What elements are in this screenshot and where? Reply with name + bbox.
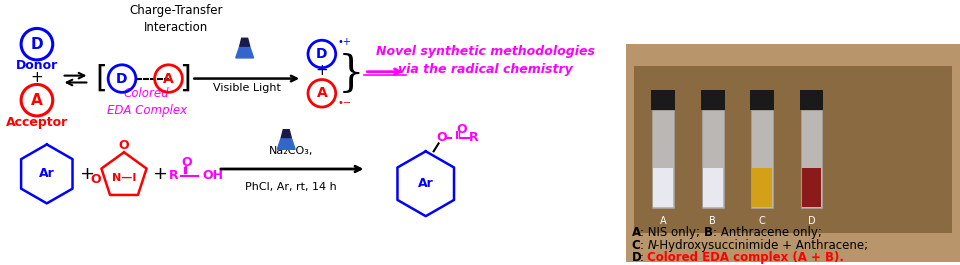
- Text: C: C: [632, 239, 640, 252]
- Text: -Hydroxysuccinimide + Anthracene;: -Hydroxysuccinimide + Anthracene;: [656, 239, 869, 252]
- Bar: [652, 110, 674, 208]
- Text: O: O: [436, 131, 446, 144]
- Text: Visible Light: Visible Light: [213, 83, 280, 93]
- Text: [: [: [95, 64, 108, 93]
- Text: O: O: [119, 139, 130, 152]
- Text: •−: •−: [338, 98, 351, 108]
- Text: A: A: [163, 72, 174, 86]
- Text: •+: •+: [338, 37, 351, 47]
- Polygon shape: [240, 38, 250, 46]
- Text: N: N: [647, 239, 656, 252]
- Polygon shape: [236, 46, 253, 58]
- Bar: [703, 168, 723, 207]
- Text: A: A: [31, 93, 43, 108]
- Bar: [751, 90, 774, 110]
- Text: R: R: [169, 169, 179, 182]
- Text: O: O: [456, 123, 467, 136]
- Text: R: R: [468, 131, 478, 144]
- Bar: [802, 168, 822, 207]
- Polygon shape: [281, 130, 291, 138]
- Text: Charge-Transfer
Interaction: Charge-Transfer Interaction: [130, 4, 223, 34]
- Bar: [626, 44, 960, 262]
- Bar: [651, 90, 675, 110]
- Polygon shape: [277, 138, 295, 149]
- Text: B: B: [704, 226, 712, 239]
- Text: O: O: [90, 173, 101, 186]
- Text: Acceptor: Acceptor: [6, 116, 68, 129]
- Text: Ar: Ar: [39, 167, 55, 180]
- Text: D: D: [632, 251, 641, 264]
- Bar: [654, 168, 673, 207]
- Text: +: +: [316, 63, 328, 78]
- Text: D: D: [116, 72, 128, 86]
- Bar: [753, 168, 772, 207]
- Bar: [801, 110, 823, 208]
- Bar: [752, 110, 773, 208]
- Text: C: C: [758, 216, 765, 226]
- Text: : Anthracene only;: : Anthracene only;: [712, 226, 822, 239]
- Text: Novel synthetic methodologies
via the radical chemistry: Novel synthetic methodologies via the ra…: [375, 45, 594, 76]
- Text: ]: ]: [180, 64, 191, 93]
- Text: :: :: [640, 239, 648, 252]
- Bar: [702, 110, 724, 208]
- Text: PhCl, Ar, rt, 14 h: PhCl, Ar, rt, 14 h: [246, 182, 337, 192]
- Text: A: A: [632, 226, 640, 239]
- Text: :: :: [640, 251, 648, 264]
- Text: +: +: [31, 70, 43, 85]
- Bar: [800, 90, 824, 110]
- Text: : NIS only;: : NIS only;: [640, 226, 705, 239]
- Text: N—I: N—I: [111, 173, 136, 183]
- Text: }: }: [337, 53, 364, 95]
- Text: +: +: [152, 165, 167, 183]
- Text: A: A: [317, 86, 327, 100]
- Text: Ar: Ar: [418, 177, 434, 190]
- Text: +: +: [79, 165, 94, 183]
- Text: Na₂CO₃,: Na₂CO₃,: [269, 146, 313, 156]
- Text: Colored EDA complex (A + B).: Colored EDA complex (A + B).: [647, 251, 845, 264]
- Text: D: D: [807, 216, 815, 226]
- Text: D: D: [316, 47, 327, 61]
- Bar: [634, 66, 952, 233]
- Text: Donor: Donor: [15, 59, 58, 72]
- Text: OH: OH: [203, 169, 223, 182]
- Text: A: A: [660, 216, 666, 226]
- Text: O: O: [181, 156, 192, 169]
- Text: B: B: [709, 216, 716, 226]
- Bar: [701, 90, 725, 110]
- Text: Colored
EDA Complex: Colored EDA Complex: [107, 87, 187, 117]
- Text: D: D: [31, 37, 43, 52]
